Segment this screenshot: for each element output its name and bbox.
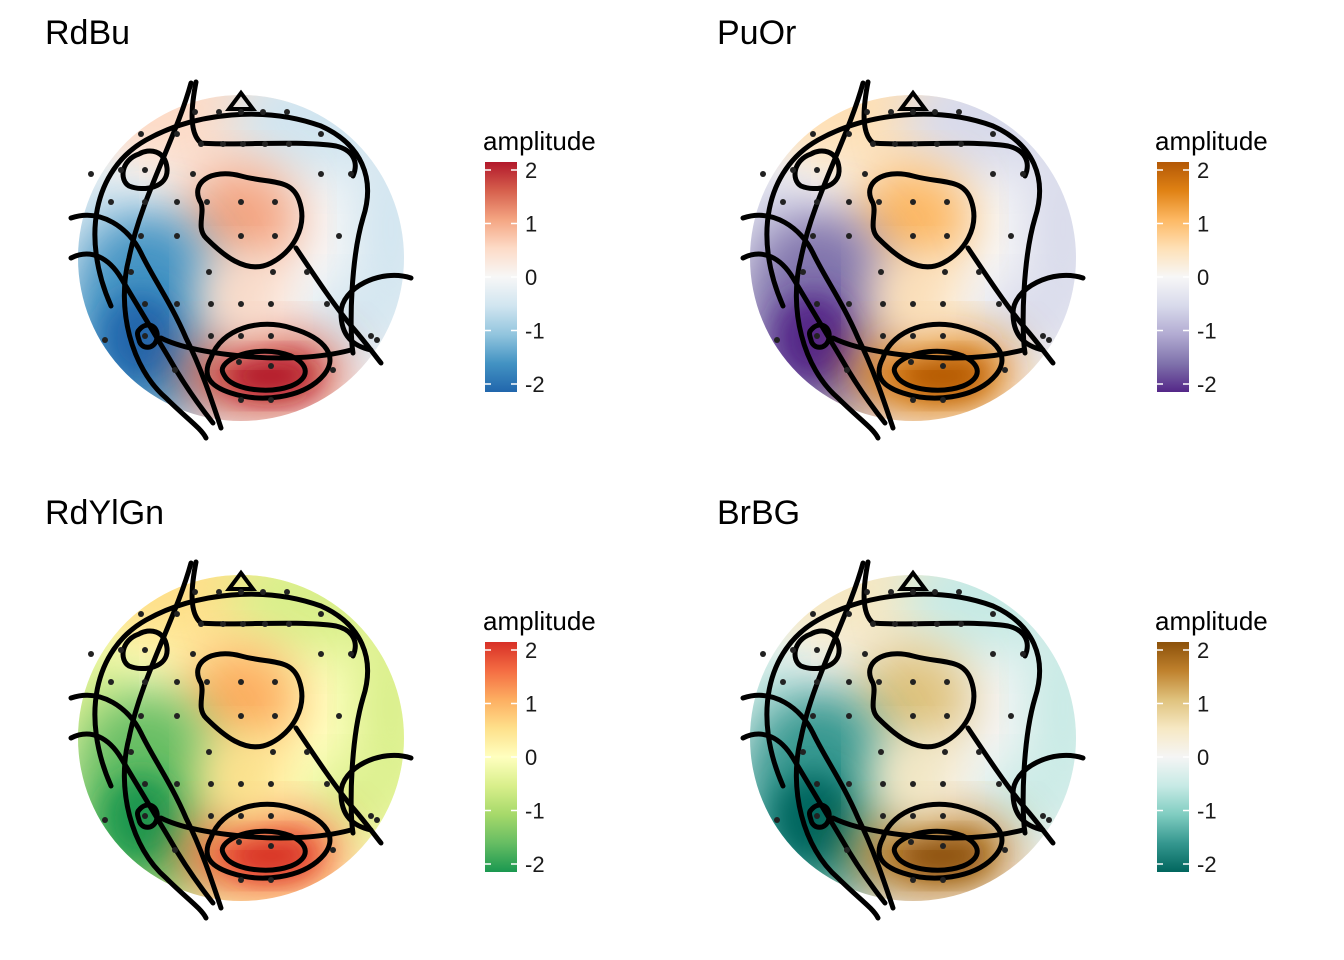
tick-label: -2	[525, 852, 545, 877]
tick-label: 2	[525, 638, 537, 663]
tick-label: 0	[525, 265, 537, 290]
tick-label: 1	[525, 692, 537, 717]
amplitude-region	[903, 538, 1083, 658]
tick-label: -1	[1197, 799, 1217, 824]
tick-label: 0	[1197, 265, 1209, 290]
amplitude-region	[231, 538, 411, 658]
scalp-map	[61, 48, 431, 438]
panel-title: BrBG	[717, 494, 800, 532]
amplitude-region	[231, 58, 411, 178]
tick-label: -1	[1197, 319, 1217, 344]
tick-label: 1	[1197, 212, 1209, 237]
tick-label: 0	[525, 745, 537, 770]
tick-label: -2	[525, 372, 545, 397]
tick-label: -2	[1197, 372, 1217, 397]
scalp-map	[733, 48, 1103, 438]
legend-title: amplitude	[1155, 126, 1268, 156]
tick-label: 2	[1197, 638, 1209, 663]
tick-label: 1	[525, 212, 537, 237]
scalp-map	[61, 528, 431, 918]
tick-label: 2	[525, 158, 537, 183]
scalp-map	[733, 528, 1103, 918]
tick-label: 2	[1197, 158, 1209, 183]
tick-label: -1	[525, 319, 545, 344]
panel-title: RdYlGn	[45, 494, 164, 532]
tick-label: 1	[1197, 692, 1209, 717]
panel-title: PuOr	[717, 14, 796, 52]
tick-label: -1	[525, 799, 545, 824]
amplitude-region	[903, 58, 1083, 178]
tick-label: 0	[1197, 745, 1209, 770]
legend-title: amplitude	[483, 606, 596, 636]
tick-label: -2	[1197, 852, 1217, 877]
legend-title: amplitude	[1155, 606, 1268, 636]
panel-title: RdBu	[45, 14, 130, 52]
legend-title: amplitude	[483, 126, 596, 156]
